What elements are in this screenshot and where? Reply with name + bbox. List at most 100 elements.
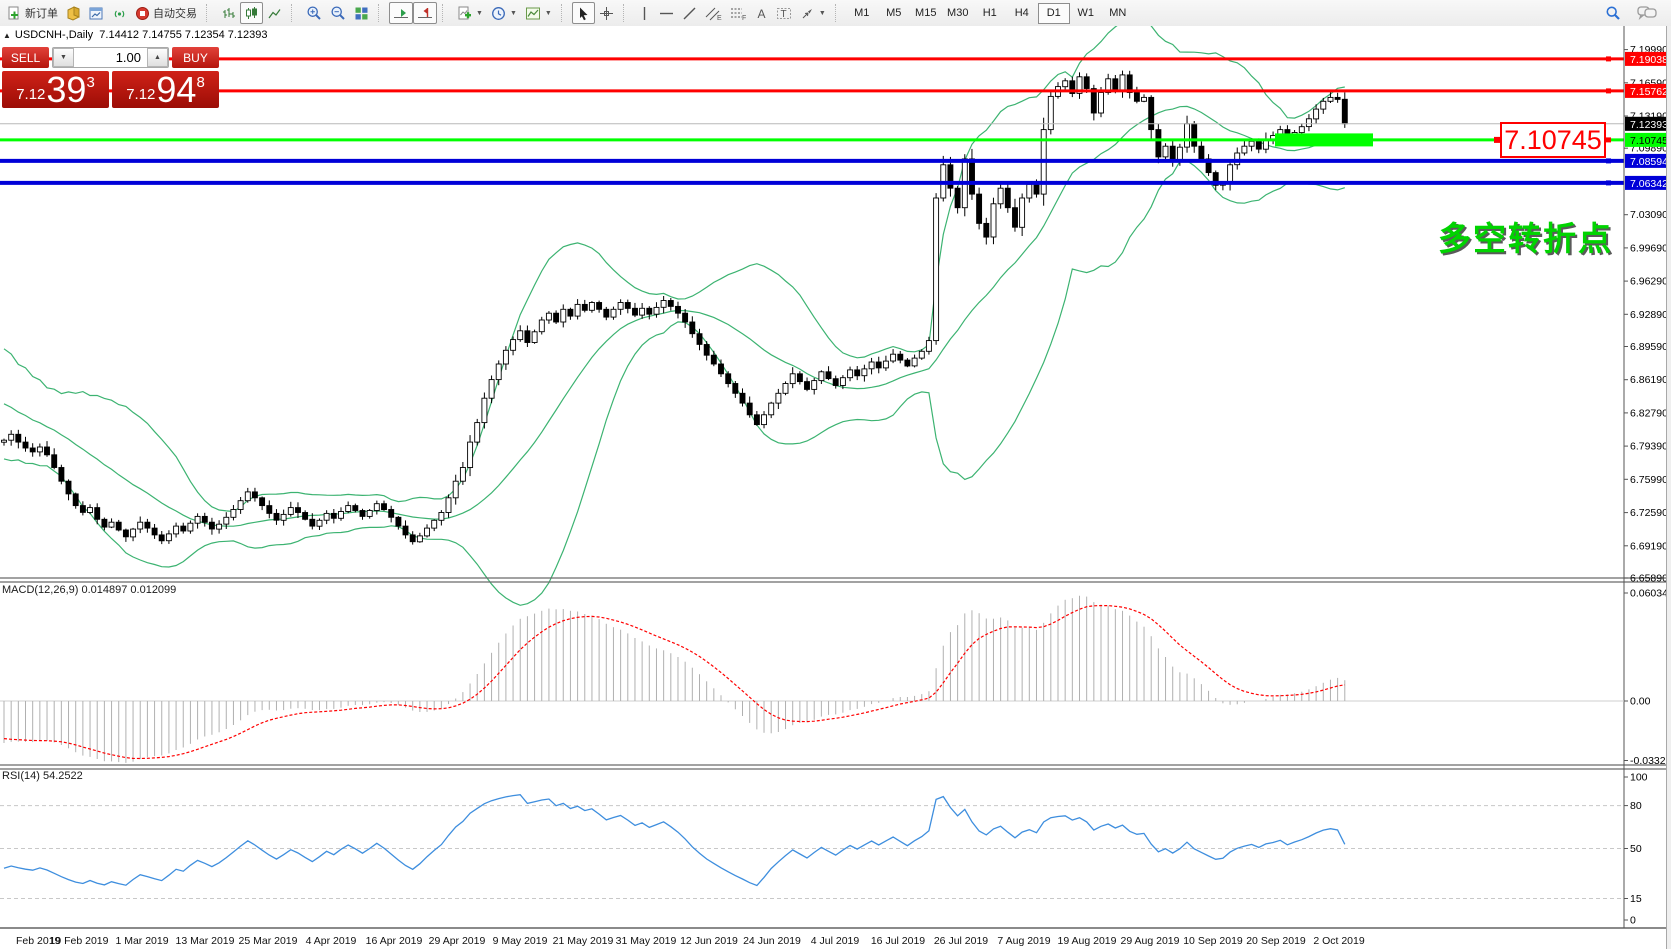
date-label: 29 Aug 2019: [1121, 935, 1180, 947]
line-chart-button[interactable]: [263, 2, 286, 24]
timeframe-w1[interactable]: W1: [1077, 7, 1095, 19]
tile-windows-button[interactable]: [350, 2, 373, 24]
collapse-panel-icon[interactable]: ▲: [3, 31, 11, 40]
tile-windows-icon: [355, 7, 368, 19]
periods-button[interactable]: ▼: [487, 2, 521, 24]
volume-input[interactable]: [74, 48, 147, 67]
rsi-panel: [0, 794, 1624, 899]
date-label: 29 Apr 2019: [429, 935, 486, 947]
timeframe-h4[interactable]: H4: [1014, 7, 1029, 19]
macd-tick-label: 0.00: [1630, 696, 1651, 708]
date-label: 9 May 2019: [493, 935, 548, 947]
arrows-icon: [802, 8, 812, 18]
date-label: 20 Sep 2019: [1246, 935, 1306, 947]
timeframe-m1[interactable]: M1: [854, 7, 870, 19]
price-tick-label: 6.82790: [1630, 407, 1668, 419]
date-label: 13 Mar 2019: [176, 935, 235, 947]
auto-scroll-button[interactable]: [389, 2, 413, 24]
date-label: 21 May 2019: [553, 935, 614, 947]
sell-price-tile[interactable]: 7.12 39 3: [2, 71, 109, 108]
price-tick-label: 6.79390: [1630, 441, 1668, 453]
vertical-line-button[interactable]: [634, 2, 655, 24]
search-button[interactable]: [1601, 2, 1625, 24]
search-icon: [1606, 6, 1620, 20]
autotrading-button[interactable]: 自动交易: [131, 2, 201, 24]
toolbar-separator: [834, 4, 841, 22]
date-label: 16 Jul 2019: [871, 935, 925, 947]
price-tick-label: 6.72590: [1630, 507, 1668, 519]
buy-price-tile[interactable]: 7.12 94 8: [112, 71, 219, 108]
price-tick-label: 6.86190: [1630, 374, 1668, 386]
trendline-button[interactable]: [678, 2, 701, 24]
templates-button[interactable]: ▼: [521, 2, 556, 24]
new-order-button[interactable]: 新订单: [3, 2, 62, 24]
signals-button[interactable]: [108, 2, 131, 24]
panel-separators[interactable]: [0, 26, 1671, 929]
chart-canvas[interactable]: 7.199907.165907.131907.098907.030906.996…: [0, 26, 1671, 949]
cursor-button[interactable]: [571, 2, 595, 24]
timeframe-m15[interactable]: M15: [915, 7, 937, 19]
text-button[interactable]: A: [751, 2, 772, 24]
sell-price-sup: 3: [86, 74, 95, 91]
date-label: Feb 2019: [16, 935, 61, 947]
sell-button[interactable]: SELL: [2, 47, 49, 68]
macd-panel: [0, 595, 1624, 763]
equidistant-channel-button[interactable]: E: [701, 2, 726, 24]
bar-chart-button[interactable]: [217, 2, 240, 24]
candlestick-chart-button[interactable]: [240, 2, 263, 24]
buy-price-big: 94: [156, 68, 197, 110]
timeframe-d1[interactable]: D1: [1037, 2, 1070, 24]
price-badge: 7.12393: [1630, 119, 1668, 131]
arrows-caret-icon: ▼: [818, 9, 826, 17]
text-label-icon: T: [776, 7, 791, 20]
chart-window[interactable]: 7.19990 7.16590 7.13190 7.09890 7.03090 6.996…: [0, 26, 1671, 949]
volume-increase-button[interactable]: ▲: [147, 48, 168, 67]
price-tick-label: 6.96290: [1630, 276, 1668, 288]
macd-tick-label: 0.060346: [1630, 588, 1671, 600]
ohlc-values: 7.14412 7.14755 7.12354 7.12393: [99, 29, 268, 41]
price-tick-label: 6.99690: [1630, 242, 1668, 254]
timeframe-m5[interactable]: M5: [886, 7, 902, 19]
horizontal-line-button[interactable]: [655, 2, 678, 24]
volume-decrease-button[interactable]: ▼: [53, 48, 74, 67]
charts-button[interactable]: [62, 2, 85, 24]
zoom-out-icon: [331, 6, 345, 20]
crosshair-button[interactable]: [595, 2, 618, 24]
volume-stepper: ▼ ▲: [52, 47, 169, 68]
indicators-button[interactable]: ▼: [453, 2, 487, 24]
chat-button[interactable]: [1633, 2, 1661, 24]
chart-shift-button[interactable]: [413, 2, 437, 24]
timeframe-m30[interactable]: M30: [947, 7, 969, 19]
text-label-button[interactable]: T: [772, 2, 796, 24]
rsi-tick-label: 100: [1630, 772, 1648, 784]
toolbar-separator: [442, 4, 448, 22]
rsi-tick-label: 50: [1630, 843, 1642, 855]
price-badge: 7.15762: [1630, 86, 1668, 98]
crosshair-icon: [599, 6, 613, 20]
arrows-button[interactable]: ▼: [796, 2, 830, 24]
timeframe-h1[interactable]: H1: [982, 7, 997, 19]
zoom-in-button[interactable]: [302, 2, 326, 24]
autotrading-label: 自动交易: [153, 8, 197, 20]
price-line-objects[interactable]: [0, 56, 1624, 186]
date-label: 4 Apr 2019: [306, 935, 357, 947]
sell-price-prefix: 7.12: [16, 86, 46, 103]
svg-text:F: F: [742, 15, 746, 21]
main-toolbar: 新订单 自动交易: [0, 0, 1671, 27]
buy-button[interactable]: BUY: [172, 47, 219, 68]
bar-chart-icon: [223, 7, 235, 18]
toolbar-separator: [291, 4, 297, 22]
highlight-zone: [1275, 133, 1373, 147]
candles[interactable]: [1, 70, 1348, 545]
indicators-caret-icon: ▼: [476, 9, 483, 17]
price-axis[interactable]: 7.199907.165907.131907.098907.030906.996…: [1624, 44, 1671, 927]
profiles-button[interactable]: [85, 2, 108, 24]
fibonacci-button[interactable]: F: [726, 2, 751, 24]
zoom-out-button[interactable]: [326, 2, 350, 24]
cursor-icon: [579, 7, 588, 20]
date-label: 25 Mar 2019: [239, 935, 298, 947]
horizontal-line-icon: [659, 12, 673, 14]
date-label: 10 Sep 2019: [1183, 935, 1243, 947]
timeframe-mn[interactable]: MN: [1109, 7, 1127, 19]
